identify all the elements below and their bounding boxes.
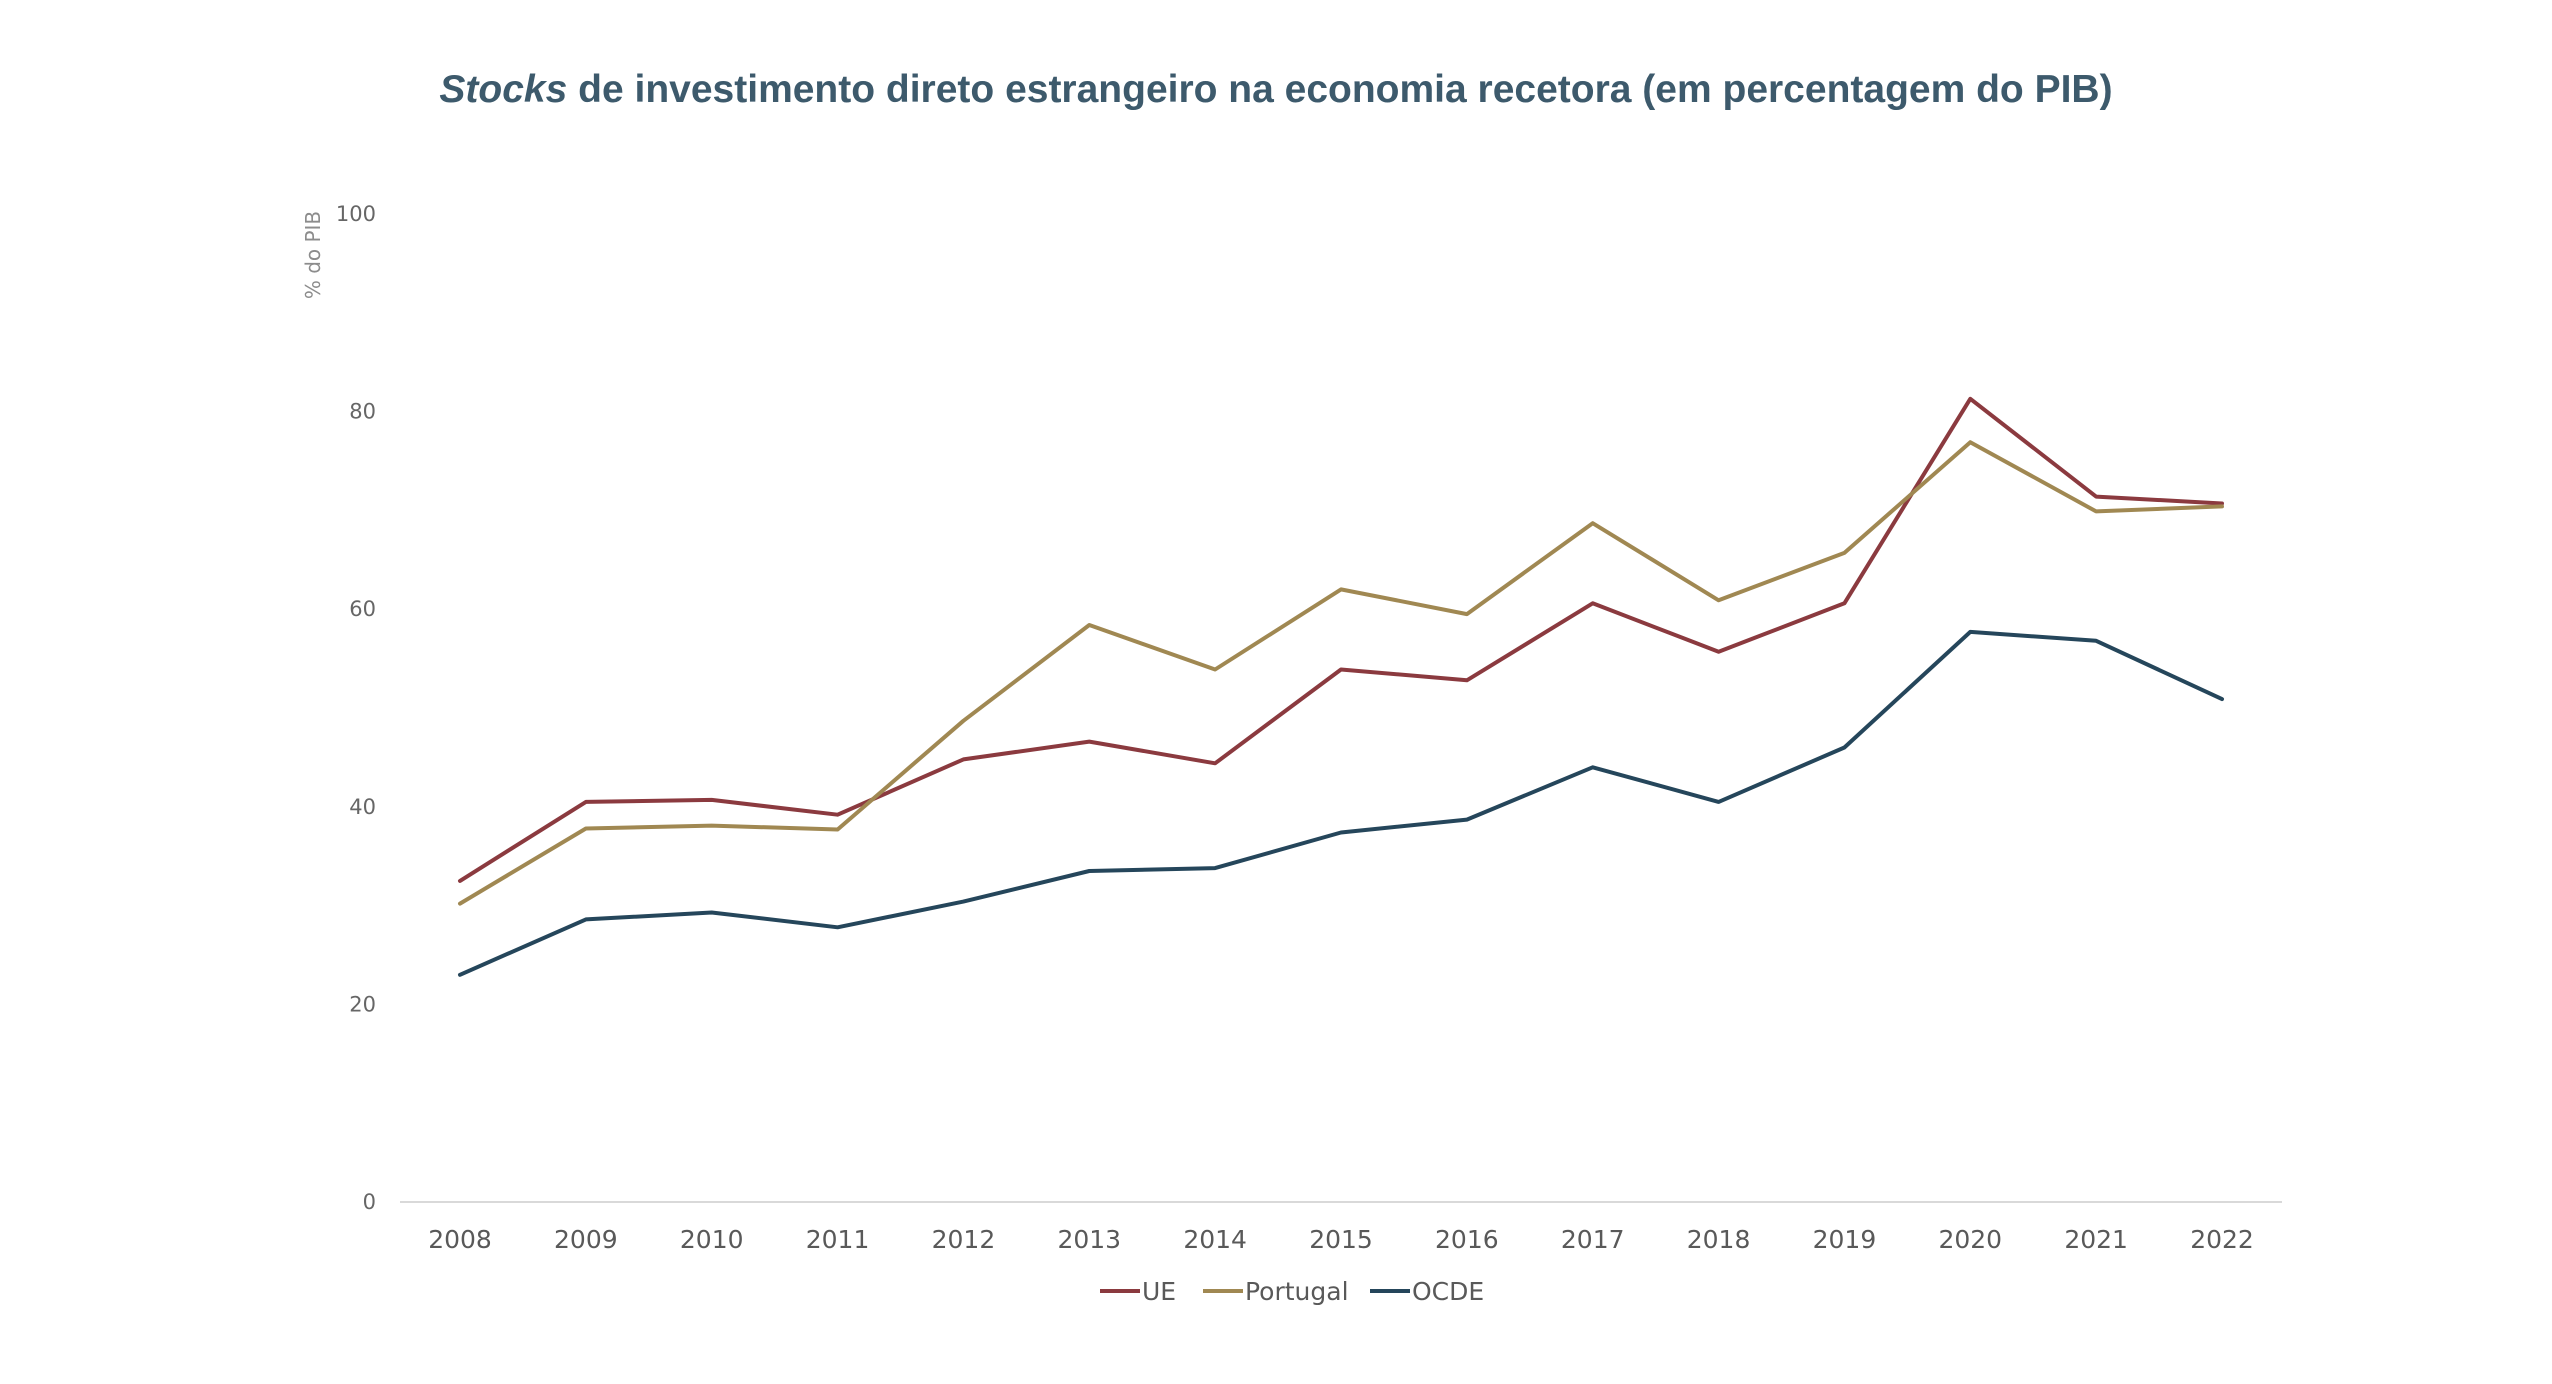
legend-label-ocde: OCDE: [1412, 1277, 1484, 1306]
x-axis: 2008 2009 2010 2011 2012 2013 2014 2015 2016 2017…: [428, 1225, 2254, 1254]
x-tick-label-2015: 2015: [1309, 1225, 1373, 1254]
x-tick-label-2022: 2022: [2190, 1225, 2254, 1254]
x-tick-label-2017: 2017: [1561, 1225, 1625, 1254]
x-tick-label-2008: 2008: [428, 1225, 492, 1254]
chart-title: Stocks de investimento direto estrangeir…: [0, 68, 2552, 112]
x-tick-label-2011: 2011: [806, 1225, 870, 1254]
y-tick-label-0: 0: [363, 1190, 376, 1214]
x-tick-label-2010: 2010: [680, 1225, 744, 1254]
y-axis: 0 20 40 60 80 100: [336, 202, 376, 1214]
series-line-portugal: [458, 440, 2224, 906]
x-tick-label-2013: 2013: [1057, 1225, 1121, 1254]
series-line-ocde: [458, 629, 2224, 977]
x-tick-label-2012: 2012: [932, 1225, 996, 1254]
x-tick-label-2016: 2016: [1435, 1225, 1499, 1254]
y-tick-label-100: 100: [336, 202, 376, 226]
x-tick-label-2014: 2014: [1183, 1225, 1247, 1254]
legend: UE Portugal OCDE: [1100, 1277, 1484, 1306]
y-tick-label-20: 20: [349, 992, 376, 1016]
chart-title-rest: de investimento direto estrangeiro na ec…: [567, 68, 2113, 111]
x-tick-label-2020: 2020: [1938, 1225, 2002, 1254]
chart-title-italic: Stocks: [439, 68, 568, 111]
series-line-ue: [458, 396, 2224, 883]
y-axis-title: % do PIB: [301, 211, 325, 299]
x-tick-label-2018: 2018: [1687, 1225, 1751, 1254]
x-tick-label-2021: 2021: [2064, 1225, 2128, 1254]
y-tick-label-60: 60: [349, 597, 376, 621]
y-tick-label-40: 40: [349, 795, 376, 819]
legend-label-portugal: Portugal: [1245, 1277, 1349, 1306]
x-tick-label-2019: 2019: [1813, 1225, 1877, 1254]
x-tick-label-2009: 2009: [554, 1225, 618, 1254]
legend-label-ue: UE: [1142, 1277, 1176, 1306]
series-lines: [458, 396, 2224, 977]
y-tick-label-80: 80: [349, 400, 376, 424]
